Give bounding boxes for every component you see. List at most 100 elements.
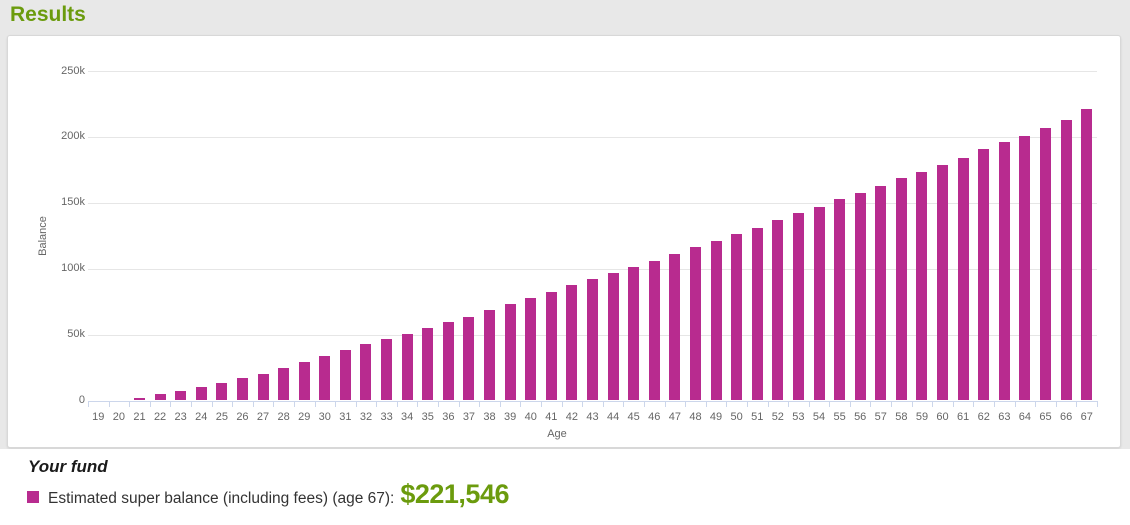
bar-age-47[interactable] xyxy=(669,254,681,401)
x-tick-label: 19 xyxy=(92,410,105,423)
bar-age-45[interactable] xyxy=(628,266,640,401)
bar-age-34[interactable] xyxy=(401,333,413,401)
x-tick-label: 34 xyxy=(401,410,414,423)
x-tick-label: 61 xyxy=(957,410,970,423)
bar-age-53[interactable] xyxy=(792,213,804,401)
bar-age-30[interactable] xyxy=(319,355,331,401)
bar-age-26[interactable] xyxy=(236,378,248,401)
x-tick-label: 64 xyxy=(1018,410,1032,423)
bar-age-39[interactable] xyxy=(504,304,516,401)
x-tick-label: 38 xyxy=(483,410,496,423)
x-tick-label: 54 xyxy=(812,410,826,423)
bar-age-52[interactable] xyxy=(772,220,784,401)
bar-age-54[interactable] xyxy=(813,206,825,401)
x-axis-tick xyxy=(911,400,913,407)
bar-age-55[interactable] xyxy=(834,199,846,401)
bar-age-42[interactable] xyxy=(566,284,578,401)
bar-age-49[interactable] xyxy=(710,241,722,401)
bar-age-48[interactable] xyxy=(689,247,701,401)
x-tick-label: 24 xyxy=(195,410,208,423)
x-axis-tick xyxy=(746,400,748,407)
x-tick-label: 62 xyxy=(977,410,990,423)
x-axis-tick xyxy=(541,400,543,407)
x-tick-label: 51 xyxy=(751,410,764,423)
bar-age-65[interactable] xyxy=(1040,127,1052,401)
x-axis-tick xyxy=(273,400,275,407)
bar-age-40[interactable] xyxy=(525,298,537,401)
bar-age-50[interactable] xyxy=(731,234,743,401)
bar-age-58[interactable] xyxy=(895,177,907,401)
x-tick-label: 33 xyxy=(380,410,393,423)
x-tick-label: 66 xyxy=(1059,410,1073,423)
x-axis-tick xyxy=(499,400,501,407)
bar-age-28[interactable] xyxy=(278,368,290,401)
bar-age-25[interactable] xyxy=(216,382,228,401)
bar-age-43[interactable] xyxy=(587,279,598,401)
x-axis-tick xyxy=(211,400,213,407)
bar-age-27[interactable] xyxy=(257,373,269,401)
estimated-balance-value: $221,546 xyxy=(400,479,509,509)
x-axis-tick xyxy=(664,400,666,407)
x-axis-tick xyxy=(438,400,440,407)
bar-age-63[interactable] xyxy=(998,141,1010,401)
bar-age-60[interactable] xyxy=(937,164,949,401)
bar-age-23[interactable] xyxy=(175,390,187,401)
x-axis-tick xyxy=(623,400,625,407)
bar-age-59[interactable] xyxy=(916,171,928,401)
x-axis-tick xyxy=(335,400,337,407)
gridline xyxy=(88,202,1097,204)
x-axis-tick xyxy=(973,400,975,407)
x-tick-label: 45 xyxy=(627,410,640,423)
bar-age-62[interactable] xyxy=(978,149,990,401)
x-axis-tick xyxy=(994,400,996,407)
x-axis-tick xyxy=(417,400,419,407)
bar-age-56[interactable] xyxy=(854,193,866,401)
bar-age-33[interactable] xyxy=(381,338,393,401)
x-tick-label: 49 xyxy=(709,410,723,423)
x-axis-tick xyxy=(1076,400,1078,407)
y-axis-title: Balance xyxy=(37,216,49,256)
x-axis-tick xyxy=(170,400,172,407)
x-tick-label: 30 xyxy=(318,410,331,423)
bar-age-36[interactable] xyxy=(442,322,454,401)
x-tick-label: 23 xyxy=(174,410,187,423)
x-axis-tick xyxy=(643,400,645,407)
bar-age-66[interactable] xyxy=(1060,119,1072,401)
x-tick-label: 48 xyxy=(689,410,702,423)
x-tick-label: 35 xyxy=(421,410,434,423)
bar-age-67[interactable] xyxy=(1081,108,1093,401)
bar-age-31[interactable] xyxy=(339,350,351,401)
y-tick-label: 0 xyxy=(78,394,85,406)
bar-age-64[interactable] xyxy=(1019,135,1031,401)
x-axis-tick xyxy=(108,400,110,407)
bar-age-29[interactable] xyxy=(298,362,310,401)
x-tick-label: 21 xyxy=(133,410,146,423)
bar-age-46[interactable] xyxy=(648,260,660,401)
bar-age-41[interactable] xyxy=(545,291,557,401)
x-axis-tick xyxy=(479,400,481,407)
bar-age-61[interactable] xyxy=(957,157,969,401)
bar-age-37[interactable] xyxy=(463,316,475,401)
x-axis-tick xyxy=(1055,400,1057,407)
bar-age-32[interactable] xyxy=(360,344,372,401)
x-axis-tick xyxy=(520,400,522,407)
x-tick-label: 59 xyxy=(915,410,929,423)
x-tick-label: 40 xyxy=(524,410,537,423)
x-tick-label: 41 xyxy=(545,410,558,423)
bar-age-24[interactable] xyxy=(195,386,207,401)
x-tick-label: 25 xyxy=(215,410,228,423)
bar-age-44[interactable] xyxy=(607,273,619,401)
bar-age-22[interactable] xyxy=(154,394,166,401)
bar-age-51[interactable] xyxy=(751,227,763,401)
x-tick-label: 22 xyxy=(153,410,167,423)
gridline xyxy=(88,136,1097,138)
x-axis-tick xyxy=(849,400,851,407)
bar-age-38[interactable] xyxy=(484,310,496,401)
bar-age-57[interactable] xyxy=(875,185,887,401)
bar-age-21[interactable] xyxy=(133,397,145,401)
x-axis-tick xyxy=(376,400,378,407)
x-tick-label: 26 xyxy=(236,410,249,423)
bar-age-35[interactable] xyxy=(422,328,434,401)
x-axis-tick xyxy=(1097,400,1098,407)
x-tick-label: 52 xyxy=(771,410,784,423)
